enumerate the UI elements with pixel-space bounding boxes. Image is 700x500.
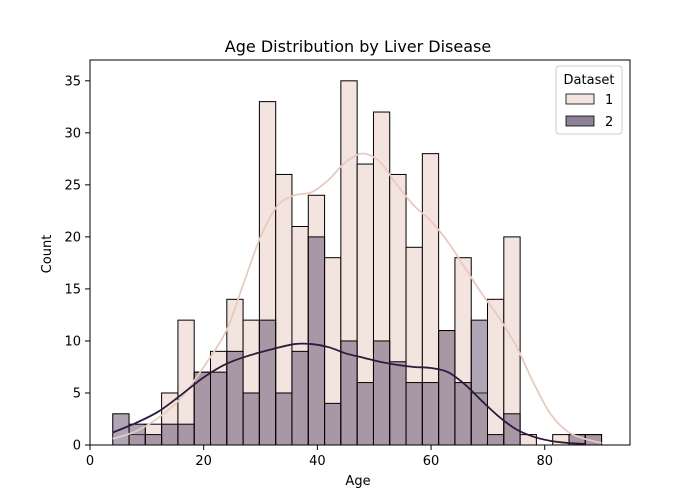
y-tick-label: 10 bbox=[64, 334, 81, 349]
bar-series-2-bin-3 bbox=[161, 423, 179, 446]
legend-swatch-2 bbox=[565, 115, 595, 127]
plot-frame bbox=[89, 59, 631, 446]
y-tick-label: 5 bbox=[73, 386, 81, 401]
legend: Dataset 1 2 bbox=[555, 65, 623, 135]
kde-line-series-1 bbox=[112, 152, 602, 444]
x-tick-label: 0 bbox=[86, 454, 94, 469]
bar-series-2-bin-2 bbox=[144, 434, 163, 446]
bar-series-2-bin-17 bbox=[389, 361, 407, 446]
bar-series-2-bin-6 bbox=[210, 371, 228, 446]
bar-series-2-bin-10 bbox=[275, 392, 293, 446]
bar-series-2-bin-22 bbox=[470, 319, 488, 446]
legend-label-1: 1 bbox=[605, 93, 613, 108]
bar-series-2-bin-12 bbox=[307, 236, 326, 446]
y-tick-label: 15 bbox=[64, 282, 81, 297]
bar-series-2-bin-16 bbox=[372, 340, 391, 446]
x-tick-label: 20 bbox=[195, 454, 212, 469]
bar-series-2-bin-4 bbox=[177, 423, 195, 446]
y-tick-label: 20 bbox=[64, 230, 81, 245]
x-axis-title: Age bbox=[345, 474, 370, 489]
bar-series-2-bin-20 bbox=[438, 330, 456, 446]
y-axis-title: Count bbox=[40, 235, 55, 274]
y-tick-label: 25 bbox=[64, 178, 81, 193]
x-tick-label: 60 bbox=[423, 454, 440, 469]
bar-series-2-bin-8 bbox=[242, 392, 260, 446]
bar-series-2-bin-13 bbox=[324, 402, 342, 446]
bar-series-2-bin-15 bbox=[356, 382, 374, 446]
bar-series-2-bin-23 bbox=[486, 434, 505, 446]
chart-title: Age Distribution by Liver Disease bbox=[225, 37, 491, 56]
x-tick-label: 80 bbox=[536, 454, 553, 469]
axes-group: 0 20 40 60 80 0 5 10 15 20 25 30 35 bbox=[64, 59, 631, 469]
bar-series-2-bin-7 bbox=[226, 350, 244, 446]
bar-series-2-bin-18 bbox=[405, 382, 423, 446]
y-tick-label: 0 bbox=[73, 439, 81, 454]
legend-label-2: 2 bbox=[605, 115, 613, 130]
bar-series-2-bin-21 bbox=[454, 382, 472, 446]
y-tick-label: 35 bbox=[64, 74, 81, 89]
bar-series-2-bin-9 bbox=[258, 319, 277, 446]
x-tick-label: 40 bbox=[309, 454, 326, 469]
bar-series-2-bin-19 bbox=[421, 382, 440, 446]
kde-lines-group bbox=[112, 152, 602, 445]
y-tick-label: 30 bbox=[64, 126, 81, 141]
kde-line-series-2 bbox=[112, 342, 585, 445]
legend-title: Dataset bbox=[564, 73, 615, 88]
legend-swatch-1 bbox=[565, 93, 595, 105]
bar-series-2-bin-11 bbox=[291, 350, 309, 446]
bars-group bbox=[112, 80, 603, 446]
